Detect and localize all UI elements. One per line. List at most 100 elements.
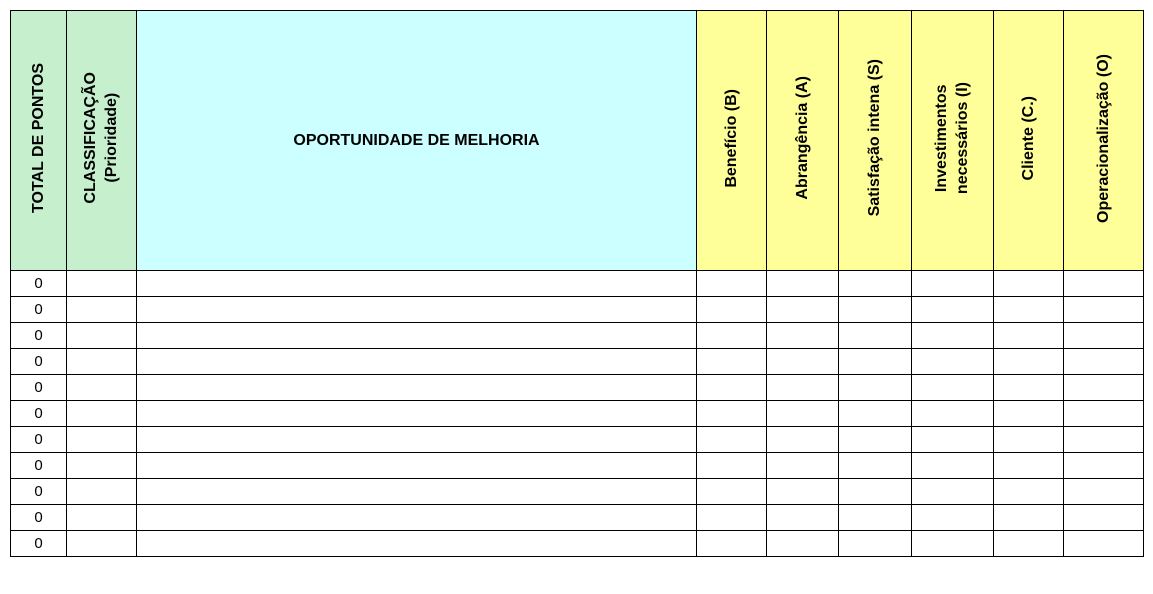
cell-beneficio — [697, 401, 767, 427]
cell-operacional — [1064, 505, 1144, 531]
cell-abrangencia — [767, 401, 839, 427]
cell-abrangencia — [767, 323, 839, 349]
cell-abrangencia — [767, 349, 839, 375]
cell-operacional — [1064, 271, 1144, 297]
cell-satisfacao — [839, 297, 912, 323]
cell-operacional — [1064, 453, 1144, 479]
cell-beneficio — [697, 453, 767, 479]
table-body: 00000000000 — [11, 271, 1144, 557]
cell-operacional — [1064, 323, 1144, 349]
col-header-operacional: Operacionalização (O) — [1064, 11, 1144, 271]
cell-cliente — [994, 375, 1064, 401]
cell-beneficio — [697, 375, 767, 401]
cell-cliente — [994, 427, 1064, 453]
cell-investimentos — [912, 375, 994, 401]
cell-satisfacao — [839, 323, 912, 349]
cell-investimentos — [912, 531, 994, 557]
cell-abrangencia — [767, 297, 839, 323]
table-row: 0 — [11, 401, 1144, 427]
cell-investimentos — [912, 479, 994, 505]
cell-operacional — [1064, 297, 1144, 323]
cell-classificacao — [67, 297, 137, 323]
cell-beneficio — [697, 479, 767, 505]
cell-cliente — [994, 401, 1064, 427]
table-row: 0 — [11, 297, 1144, 323]
cell-satisfacao — [839, 401, 912, 427]
cell-beneficio — [697, 297, 767, 323]
cell-total_pontos: 0 — [11, 401, 67, 427]
cell-satisfacao — [839, 453, 912, 479]
cell-total_pontos: 0 — [11, 505, 67, 531]
table-row: 0 — [11, 531, 1144, 557]
cell-oportunidade — [137, 297, 697, 323]
table-row: 0 — [11, 375, 1144, 401]
cell-investimentos — [912, 323, 994, 349]
cell-oportunidade — [137, 323, 697, 349]
cell-satisfacao — [839, 375, 912, 401]
col-header-total_pontos: TOTAL DE PONTOS — [11, 11, 67, 271]
cell-total_pontos: 0 — [11, 479, 67, 505]
cell-investimentos — [912, 401, 994, 427]
col-header-cliente: Cliente (C.) — [994, 11, 1064, 271]
cell-classificacao — [67, 479, 137, 505]
cell-total_pontos: 0 — [11, 297, 67, 323]
cell-classificacao — [67, 349, 137, 375]
cell-beneficio — [697, 323, 767, 349]
cell-total_pontos: 0 — [11, 271, 67, 297]
cell-beneficio — [697, 531, 767, 557]
cell-classificacao — [67, 271, 137, 297]
improvement-matrix-table: TOTAL DE PONTOSCLASSIFICAÇÃO(Prioridade)… — [10, 10, 1144, 557]
cell-operacional — [1064, 375, 1144, 401]
cell-abrangencia — [767, 531, 839, 557]
cell-investimentos — [912, 271, 994, 297]
table-row: 0 — [11, 479, 1144, 505]
cell-classificacao — [67, 401, 137, 427]
cell-beneficio — [697, 349, 767, 375]
cell-oportunidade — [137, 271, 697, 297]
table-row: 0 — [11, 349, 1144, 375]
cell-beneficio — [697, 427, 767, 453]
cell-total_pontos: 0 — [11, 453, 67, 479]
cell-classificacao — [67, 531, 137, 557]
cell-oportunidade — [137, 349, 697, 375]
cell-beneficio — [697, 505, 767, 531]
cell-oportunidade — [137, 531, 697, 557]
cell-oportunidade — [137, 505, 697, 531]
col-header-classificacao: CLASSIFICAÇÃO(Prioridade) — [67, 11, 137, 271]
cell-beneficio — [697, 271, 767, 297]
col-header-oportunidade: OPORTUNIDADE DE MELHORIA — [137, 11, 697, 271]
cell-satisfacao — [839, 479, 912, 505]
cell-investimentos — [912, 505, 994, 531]
cell-abrangencia — [767, 427, 839, 453]
cell-cliente — [994, 297, 1064, 323]
cell-total_pontos: 0 — [11, 349, 67, 375]
cell-cliente — [994, 505, 1064, 531]
table-row: 0 — [11, 323, 1144, 349]
table-row: 0 — [11, 453, 1144, 479]
header-row: TOTAL DE PONTOSCLASSIFICAÇÃO(Prioridade)… — [11, 11, 1144, 271]
cell-classificacao — [67, 427, 137, 453]
cell-total_pontos: 0 — [11, 323, 67, 349]
cell-oportunidade — [137, 427, 697, 453]
cell-satisfacao — [839, 349, 912, 375]
cell-oportunidade — [137, 479, 697, 505]
cell-abrangencia — [767, 453, 839, 479]
cell-operacional — [1064, 349, 1144, 375]
cell-abrangencia — [767, 479, 839, 505]
cell-operacional — [1064, 427, 1144, 453]
cell-satisfacao — [839, 505, 912, 531]
col-header-abrangencia: Abrangência (A) — [767, 11, 839, 271]
col-header-investimentos: Investimentosnecessários (I) — [912, 11, 994, 271]
cell-operacional — [1064, 479, 1144, 505]
cell-abrangencia — [767, 505, 839, 531]
cell-classificacao — [67, 505, 137, 531]
cell-cliente — [994, 271, 1064, 297]
cell-investimentos — [912, 349, 994, 375]
cell-cliente — [994, 453, 1064, 479]
col-header-beneficio: Benefício (B) — [697, 11, 767, 271]
table-row: 0 — [11, 271, 1144, 297]
cell-classificacao — [67, 453, 137, 479]
cell-total_pontos: 0 — [11, 531, 67, 557]
cell-operacional — [1064, 401, 1144, 427]
cell-cliente — [994, 531, 1064, 557]
